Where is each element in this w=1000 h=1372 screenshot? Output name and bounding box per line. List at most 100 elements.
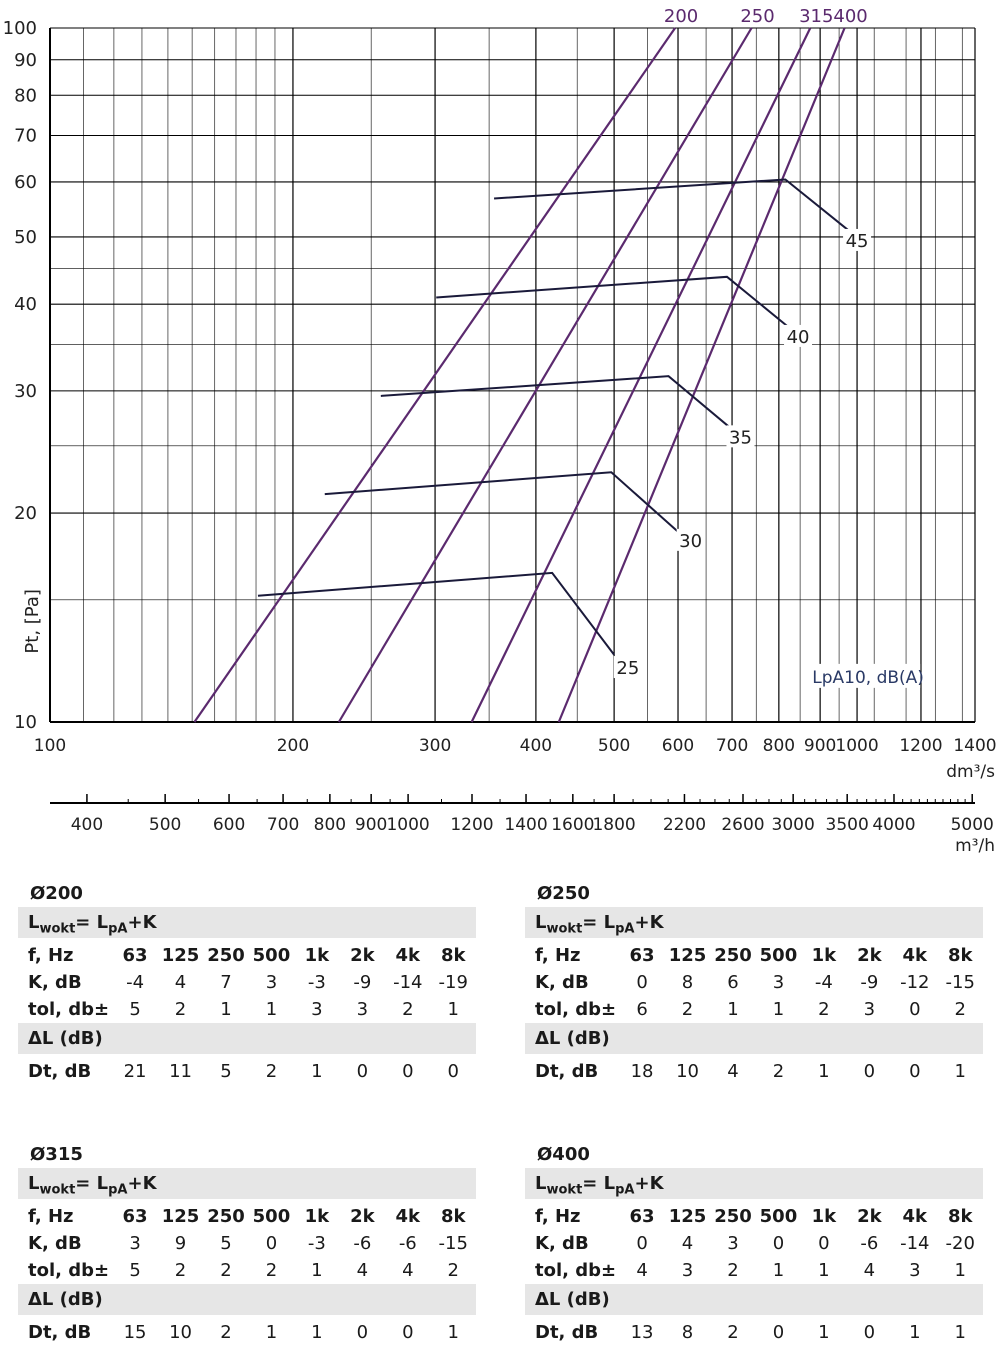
- table-dia-400: Ø400 Lwokt= LpA+K f, Hz 63 125 250 500 1k 2k 4…: [525, 1142, 983, 1351]
- x-tick-label: 900: [804, 736, 836, 756]
- freq-row: f, Hz 63 125 250 500 1k 2k 4k 8k: [28, 1206, 466, 1227]
- m3h-tick-label: 800: [314, 815, 346, 835]
- x-tick-label: 200: [277, 736, 309, 756]
- m3h-tick-label: 400: [71, 815, 103, 835]
- x-tick-label: 700: [716, 736, 748, 756]
- duct-line-400: [557, 27, 846, 723]
- m3h-tick-label: 700: [267, 815, 299, 835]
- table-dia-315: Ø315 Lwokt= LpA+K f, Hz 63 125 250 500 1k 2k 4…: [18, 1142, 476, 1351]
- noise-label-bg: [784, 324, 813, 347]
- duct-line-315: [470, 27, 812, 723]
- duct-label-250: 250: [740, 6, 774, 27]
- m3h-tick-label: 1000: [386, 815, 429, 835]
- duct-line-200: [193, 27, 676, 723]
- m3h-tick-label: 2600: [721, 815, 764, 835]
- m3h-tick-label: 2200: [663, 815, 706, 835]
- x-tick-label: 600: [662, 736, 694, 756]
- m3h-tick-label: 1400: [504, 815, 547, 835]
- duct-line-250: [337, 27, 753, 723]
- y-tick-label: 20: [14, 503, 37, 524]
- table-dia-250: Ø250 Lwokt= LpA+K f, Hz 63 125 250 500 1k 2k 4…: [525, 881, 983, 1090]
- y-tick-label: 100: [3, 18, 37, 39]
- y-axis-label: Pt, [Pa]: [22, 589, 43, 653]
- m3h-tick-label: 1200: [450, 815, 493, 835]
- delta-l-band: ΔL (dB): [525, 1023, 983, 1054]
- freq-row: f, Hz 63 125 250 500 1k 2k 4k 8k: [28, 945, 466, 966]
- x-tick-label: 1200: [899, 736, 942, 756]
- m3h-tick-label: 5000: [951, 815, 994, 835]
- k-row: K, dB -4 4 7 3 -3 -9 -14 -19: [28, 972, 468, 993]
- freq-row: f, Hz 63 125 250 500 1k 2k 4k 8k: [535, 945, 973, 966]
- formula-band: Lwokt= LpA+K: [18, 907, 476, 938]
- delta-l-band: ΔL (dB): [18, 1023, 476, 1054]
- x-tick-label: 400: [520, 736, 552, 756]
- formula-band: Lwokt= LpA+K: [525, 907, 983, 938]
- m3h-axis-label: m³/h: [955, 836, 995, 856]
- y-tick-label: 90: [14, 50, 37, 71]
- noise-line-25: [257, 571, 615, 656]
- m3h-tick-label: 4000: [872, 815, 915, 835]
- noise-line-30: [324, 471, 679, 533]
- delta-l-band: ΔL (dB): [525, 1284, 983, 1315]
- k-row: K, dB 0 4 3 0 0 -6 -14 -20: [535, 1233, 975, 1254]
- dt-row: Dt, dB 21 11 5 2 1 0 0 0: [28, 1061, 459, 1082]
- x-tick-label: 1000: [835, 736, 878, 756]
- diameter-title: Ø315: [30, 1144, 83, 1165]
- x-axis-label: dm³/s: [946, 762, 995, 782]
- noise-lines: 25 30 35 40 45: [257, 178, 872, 679]
- table-dia-200: Ø200 Lwokt= LpA+K f, Hz 63 125 250 500 1k 2k 4…: [18, 881, 476, 1090]
- duct-label-400: 400: [833, 6, 867, 27]
- delta-l-band: ΔL (dB): [18, 1284, 476, 1315]
- chart-grid: [49, 27, 976, 723]
- diameter-title: Ø200: [30, 883, 83, 904]
- dt-row: Dt, dB 15 10 2 1 1 0 0 1: [28, 1322, 459, 1343]
- noise-label-bg: [613, 656, 642, 679]
- k-row: K, dB 0 8 6 3 -4 -9 -12 -15: [535, 972, 975, 993]
- noise-line-35: [380, 375, 735, 432]
- formula-band: Lwokt= LpA+K: [18, 1168, 476, 1199]
- x-tick-label: 500: [598, 736, 630, 756]
- x-tick-label: 800: [763, 736, 795, 756]
- dt-row: Dt, dB 18 10 4 2 1 0 0 1: [535, 1061, 966, 1082]
- diameter-title: Ø250: [537, 883, 590, 904]
- y-tick-label: 70: [14, 126, 37, 147]
- noise-label-25: 25: [616, 658, 639, 679]
- formula-band: Lwokt= LpA+K: [525, 1168, 983, 1199]
- duct-label-315: 315: [799, 6, 833, 27]
- noise-label-30: 30: [679, 531, 702, 552]
- m3h-tick-label: 3500: [826, 815, 869, 835]
- noise-label-bg: [726, 425, 755, 448]
- m3h-tick-label: 3000: [772, 815, 815, 835]
- y-tick-label: 10: [14, 712, 37, 733]
- duct-label-200: 200: [664, 6, 698, 27]
- noise-label-bg: [843, 228, 872, 251]
- noise-line-45: [494, 178, 851, 233]
- noise-label-40: 40: [787, 327, 810, 348]
- freq-row: f, Hz 63 125 250 500 1k 2k 4k 8k: [535, 1206, 973, 1227]
- m3h-tick-label: 500: [149, 815, 181, 835]
- noise-label-35: 35: [729, 427, 752, 448]
- noise-legend-label: LpA10, dB(A): [812, 668, 924, 688]
- noise-label-45: 45: [846, 231, 869, 252]
- x-tick-label: 1400: [953, 736, 996, 756]
- noise-legend-bg: [808, 663, 921, 688]
- m3h-tick-label: 1600: [551, 815, 594, 835]
- x-tick-label: 100: [34, 736, 66, 756]
- y-tick-label: 80: [14, 85, 37, 106]
- noise-label-bg: [676, 528, 705, 551]
- y-tick-label: 40: [14, 294, 37, 315]
- dt-row: Dt, dB 13 8 2 0 1 0 1 1: [535, 1322, 966, 1343]
- k-row: K, dB 3 9 5 0 -3 -6 -6 -15: [28, 1233, 468, 1254]
- m3h-tick-label: 900: [355, 815, 387, 835]
- x-tick-label: 300: [419, 736, 451, 756]
- m3h-tick-label: 600: [213, 815, 245, 835]
- y-tick-label: 50: [14, 227, 37, 248]
- diameter-title: Ø400: [537, 1144, 590, 1165]
